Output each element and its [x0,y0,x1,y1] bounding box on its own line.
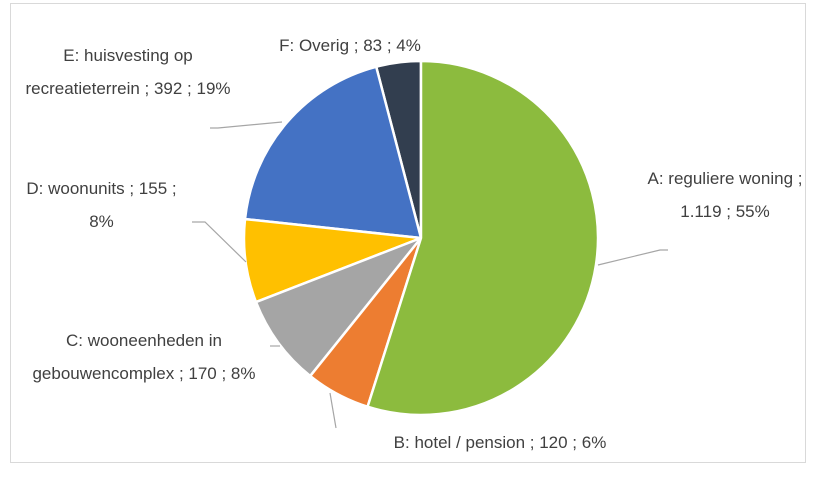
pie-slice [366,59,600,417]
leader-lines [192,121,668,429]
leader-line [210,121,283,129]
pie-slice [243,65,423,240]
pie-slice [254,236,423,378]
data-label: E: huisvesting op recreatieterrein ; 392… [25,46,231,98]
data-label: C: wooneenheden in gebouwencomplex ; 170… [32,331,256,383]
data-label: A: reguliere woning ; 1.119 ; 55% [647,169,803,221]
data-label: F: Overig ; 83 ; 4% [279,36,421,55]
chart-frame [10,3,806,463]
leader-line [597,249,668,266]
data-label: D: woonunits ; 155 ; 8% [26,179,177,231]
leader-line [192,221,247,263]
data-label: B: hotel / pension ; 120 ; 6% [393,433,607,452]
leader-line [329,392,337,429]
